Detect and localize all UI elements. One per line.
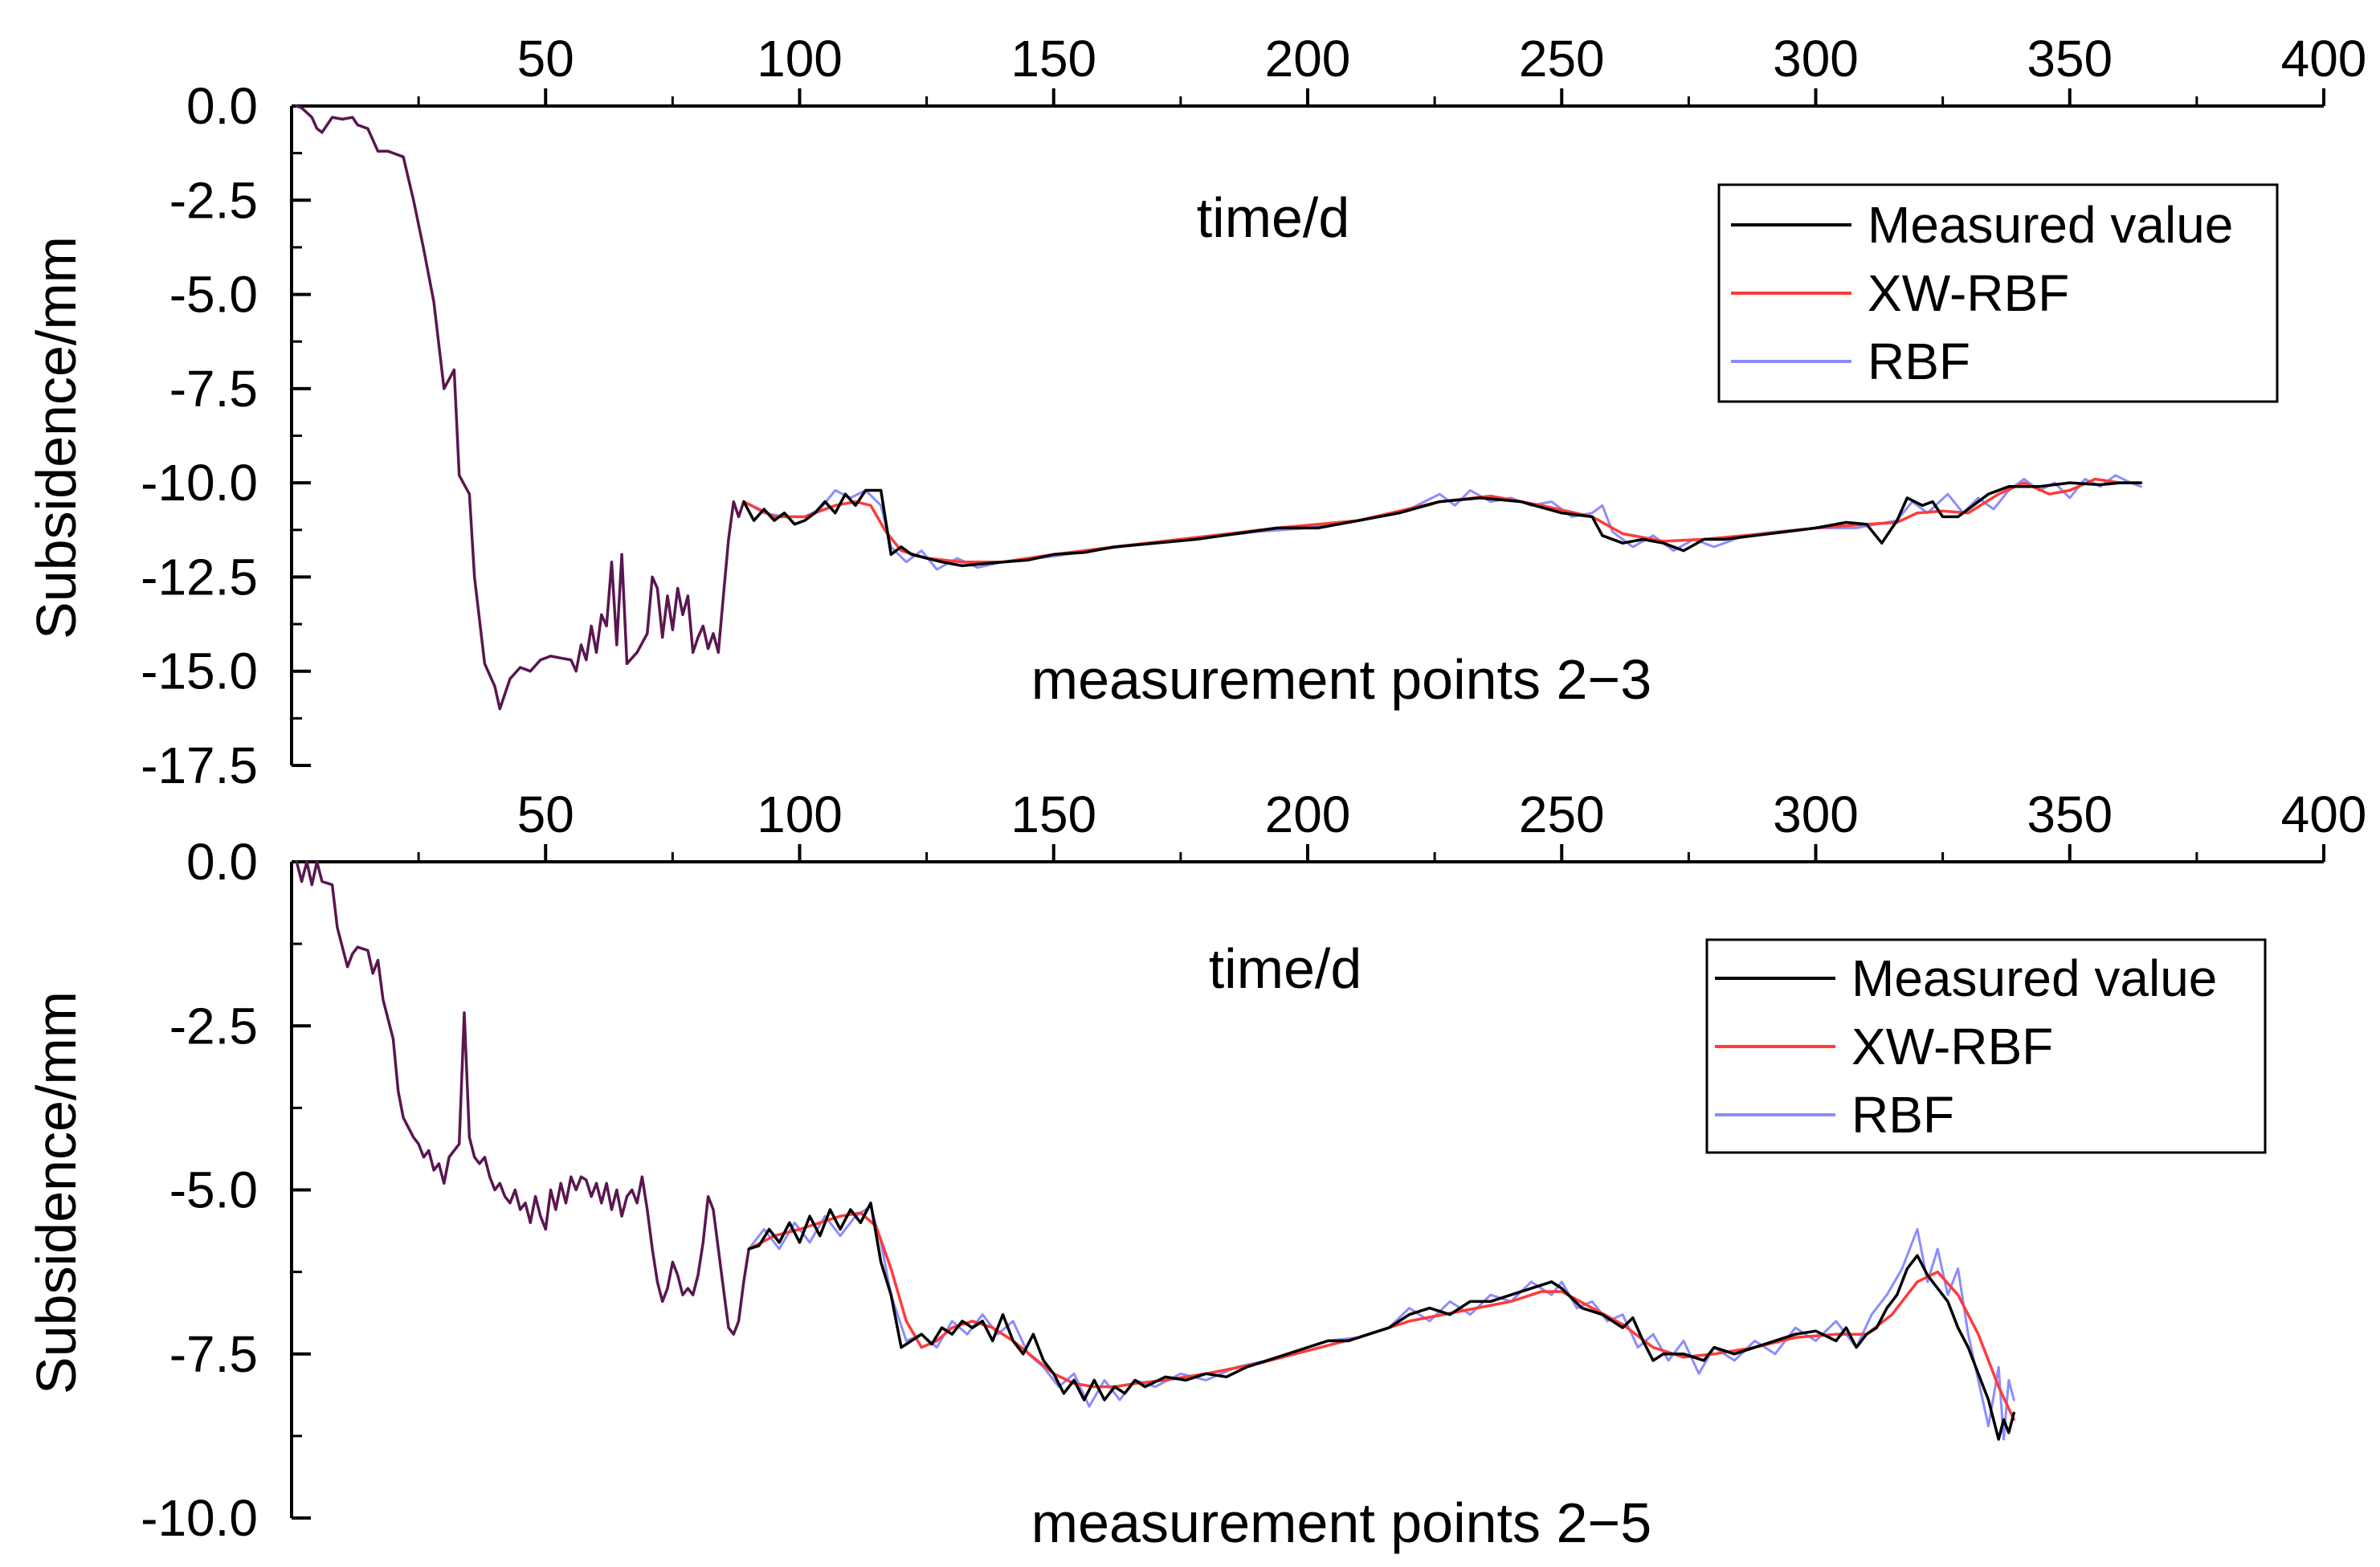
legend-label: Measured value — [1868, 196, 2233, 254]
legend-box — [1705, 938, 2267, 1154]
x-tick-label-300: 300 — [1773, 30, 1859, 88]
x-tick-label-250: 250 — [1519, 30, 1605, 88]
y-tick-label: -5.0 — [169, 1161, 258, 1219]
chart-panel-top: 50 100 150 200 250 300 350 400 0.0 -2.5 -5.0 -7.5 -1… — [25, 30, 2366, 794]
x-tick-label-150: 150 — [1010, 786, 1096, 843]
legend-label: XW-RBF — [1851, 1018, 2053, 1075]
y-tick-label: -2.5 — [169, 997, 258, 1055]
y-tick-label: 0.0 — [186, 833, 258, 891]
x-tick-label-100: 100 — [757, 30, 843, 88]
y-tick-label: -17.5 — [141, 737, 258, 794]
x-axis-title: time/d — [1197, 186, 1350, 249]
annotation-label: measurement points 2−3 — [1031, 648, 1651, 711]
x-axis-title: time/d — [1209, 937, 1362, 1000]
legend-label: RBF — [1851, 1086, 1954, 1144]
legend-label: RBF — [1868, 333, 1970, 390]
x-tick-label-400: 400 — [2281, 30, 2367, 88]
x-tick-label-250: 250 — [1519, 786, 1605, 843]
chart-panel-bottom: 50 100 150 200 250 300 350 400 0.0 -2.5 -5.0 -7.5 -1… — [25, 786, 2366, 1554]
series-line-measured-value — [742, 481, 2143, 568]
y-axis-title: Subsidence/mm — [25, 991, 88, 1394]
x-tick-label-350: 350 — [2027, 786, 2113, 843]
series-line-xw-rbf — [742, 477, 2143, 564]
annotation-label: measurement points 2−5 — [1031, 1492, 1651, 1554]
legend-label: Measured value — [1851, 949, 2217, 1007]
y-tick-label: 0.0 — [186, 77, 258, 135]
series-line-measured-value — [747, 1202, 2015, 1441]
x-tick-label-100: 100 — [757, 786, 843, 843]
x-tick-label-200: 200 — [1265, 786, 1351, 843]
y-tick-label: -7.5 — [169, 360, 258, 418]
y-tick-label: -7.5 — [169, 1325, 258, 1383]
y-tick-label: -10.0 — [141, 454, 258, 512]
series-line-shared-all-curves-coincide- — [295, 104, 745, 711]
x-tick-label-200: 200 — [1265, 30, 1351, 88]
y-tick-label: -5.0 — [169, 266, 258, 324]
y-tick-label: -15.0 — [141, 643, 258, 700]
x-tick-label-50: 50 — [517, 30, 574, 88]
y-tick-label: -2.5 — [169, 171, 258, 229]
x-tick-label-150: 150 — [1010, 30, 1096, 88]
x-tick-label-300: 300 — [1773, 786, 1859, 843]
y-tick-label: -10.0 — [141, 1489, 258, 1547]
x-tick-label-350: 350 — [2027, 30, 2113, 88]
series-line-shared-all-curves-coincide- — [295, 860, 751, 1336]
y-axis-title: Subsidence/mm — [25, 236, 88, 639]
x-tick-label-50: 50 — [517, 786, 574, 843]
x-tick-label-400: 400 — [2281, 786, 2367, 843]
legend-label: XW-RBF — [1868, 264, 2069, 322]
y-tick-label: -12.5 — [141, 548, 258, 606]
